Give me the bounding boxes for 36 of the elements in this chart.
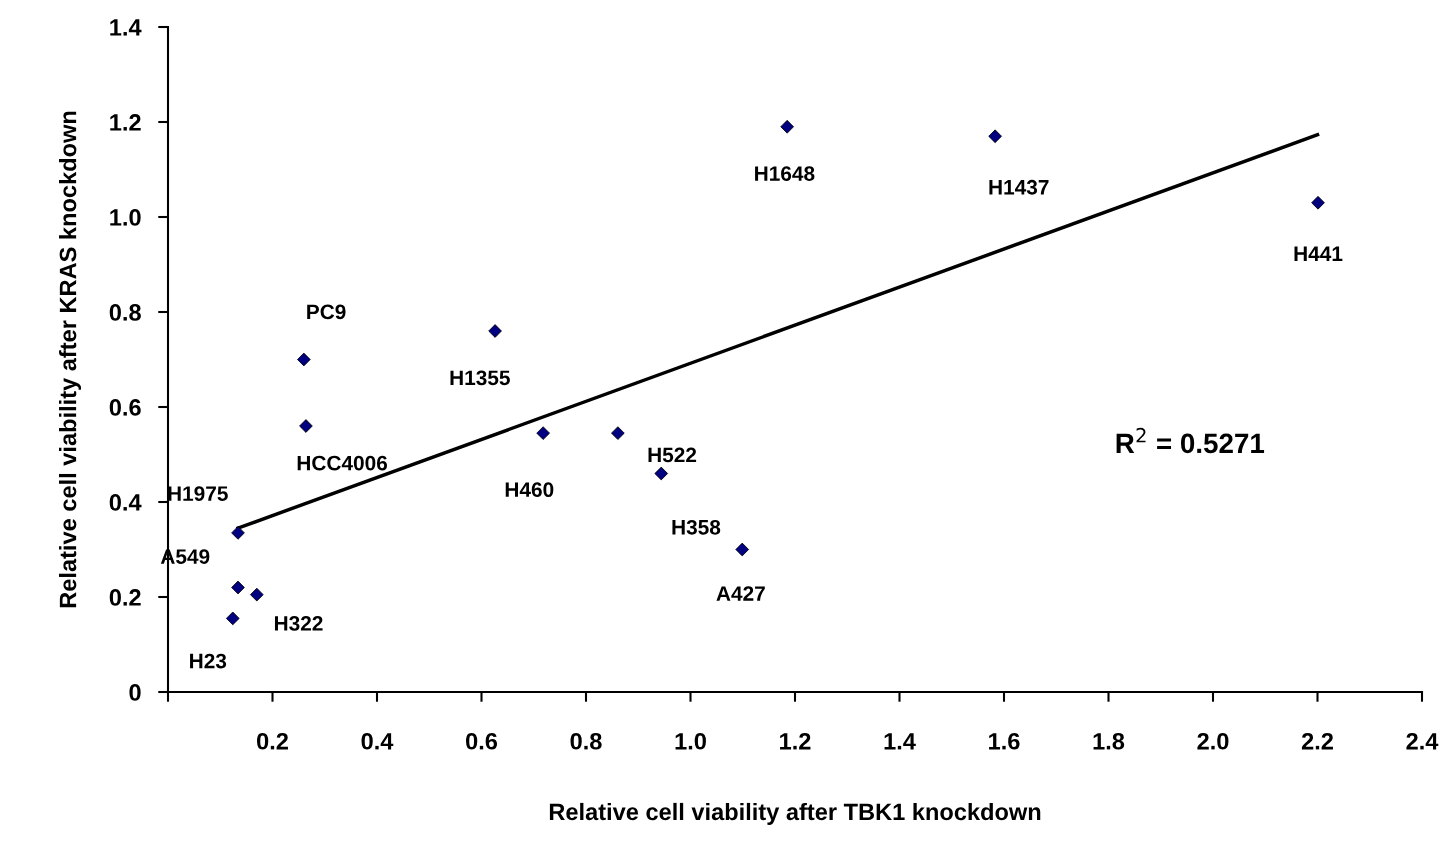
annotation: H358: [672, 519, 721, 535]
y-tick-label: 0.8: [109, 304, 141, 321]
annotation: H1355: [450, 370, 510, 386]
x-tick-label: 1.6: [989, 732, 1020, 750]
annotation: PC9: [307, 304, 346, 320]
y-tick-label: 1.2: [110, 114, 141, 131]
annotation: H322: [274, 616, 323, 631]
x-tick-label: 1.4: [884, 733, 916, 750]
x-tick-label: 1.8: [1093, 732, 1125, 750]
y-tick-label: 1.0: [110, 209, 141, 226]
x-tick-label: 2.0: [1197, 732, 1229, 750]
y-tick-label: 1.4: [110, 19, 142, 36]
annotation: HCC4006: [297, 455, 388, 471]
x-tick-label: 1.0: [675, 732, 706, 750]
x-tick-label: 0.8: [570, 732, 602, 750]
annotation: H23: [190, 653, 227, 669]
x-tick-label: 0.4: [361, 732, 394, 750]
annotation: H460: [505, 482, 554, 498]
y-tick-label: 0.6: [109, 399, 141, 416]
annotation: H1648: [755, 166, 815, 181]
y-tick-label: 0.4: [109, 494, 142, 511]
x-tick-label: 1.2: [780, 732, 811, 750]
y-tick-label: 0.2: [109, 589, 141, 606]
x-tick-label: 2.4: [1406, 732, 1439, 750]
x-tick-label: 0.2: [257, 732, 288, 750]
annotation: H1975: [168, 486, 228, 501]
x-axis-title: Relative cell viability after TBK1 knockdown: [549, 802, 1041, 825]
annotation: H441: [1294, 246, 1343, 261]
y-tick-label: 0: [129, 684, 141, 701]
annotation: H522: [648, 447, 697, 463]
annotation: A427: [716, 586, 765, 601]
x-tick-label: 0.6: [466, 732, 498, 750]
y-axis-title: Relative cell viability after KRAS knockdown: [59, 111, 82, 608]
x-tick-label: 2.2: [1301, 732, 1333, 750]
annotation: R$^{2}$ = 0.5271: [1116, 427, 1265, 454]
annotation: H1437: [989, 179, 1049, 195]
